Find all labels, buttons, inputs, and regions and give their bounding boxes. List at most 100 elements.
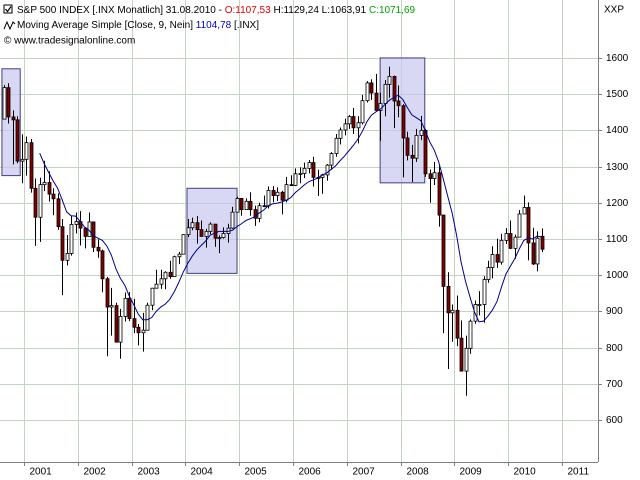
candle-body — [275, 191, 280, 196]
source-note: © www.tradesignalonline.com — [4, 36, 135, 47]
candle-body — [181, 234, 186, 255]
candle-body — [6, 87, 11, 118]
candle-body — [186, 227, 191, 236]
y-tick-label: 1600 — [606, 53, 629, 64]
candle-body — [20, 158, 25, 162]
candle-body — [450, 309, 455, 314]
candle-body — [266, 190, 271, 207]
candle-body — [195, 222, 200, 230]
x-tick-label: 2005 — [245, 467, 268, 478]
low-label: L:1063,91 — [322, 5, 367, 16]
indicator-icon — [3, 20, 16, 31]
x-tick-label: 2010 — [514, 467, 537, 478]
open-label: O:1107,53 — [225, 5, 271, 16]
x-tick-label: 2006 — [299, 467, 322, 478]
candle-body — [482, 279, 487, 305]
candle-body — [114, 305, 119, 343]
y-tick-label: 1100 — [606, 234, 628, 245]
candle-body — [199, 229, 204, 237]
candle-body — [383, 83, 388, 104]
candle-body — [490, 254, 495, 268]
candle-body — [338, 129, 343, 139]
candle-body — [11, 116, 16, 121]
close-label: C:1071,69 — [369, 5, 416, 16]
candle-body — [513, 236, 518, 249]
x-tick-label: 2011 — [568, 467, 590, 478]
candle-body — [531, 242, 536, 265]
candle-body — [396, 100, 401, 107]
candle-body — [213, 223, 218, 239]
candle-body — [387, 75, 392, 85]
candle-body — [100, 250, 105, 280]
candle-body — [190, 222, 195, 229]
y-tick-label: 700 — [606, 379, 623, 390]
candle-body — [307, 162, 312, 169]
candle-body — [455, 309, 460, 339]
candle-body — [42, 182, 47, 186]
candle-body — [334, 137, 339, 154]
candle-body — [423, 129, 428, 175]
candle-body — [392, 75, 397, 102]
plot-area — [1, 57, 545, 396]
candle-body — [136, 326, 141, 334]
candle-body — [401, 105, 406, 139]
candle-body — [459, 337, 464, 372]
candle-body — [208, 223, 213, 232]
candle-body — [284, 184, 289, 201]
candle-body — [414, 135, 419, 159]
candle-body — [163, 271, 168, 280]
candle-body — [235, 198, 240, 213]
candle-body — [127, 297, 132, 320]
x-tick-label: 2001 — [30, 467, 53, 478]
candle-body — [83, 227, 88, 237]
candle-body — [329, 153, 334, 166]
axes: 600 700 800 900 1000 1100 1200 1300 1400 1500 1600… — [24, 53, 629, 478]
candle-body — [360, 100, 365, 124]
candle-body — [204, 230, 209, 237]
candle-body — [356, 122, 361, 129]
y-tick-label: 1000 — [606, 270, 629, 281]
moving-average-line — [39, 94, 542, 323]
legend-line: Moving Average Simple [Close, 9, Nein] 1… — [17, 20, 259, 31]
candle-body — [374, 92, 379, 111]
candle-body — [38, 184, 43, 218]
legend-series-name: Moving Average Simple [Close, 9, Nein] — [17, 20, 193, 31]
candle-body — [298, 173, 303, 175]
candle-body — [132, 318, 137, 328]
candle-body — [540, 235, 545, 250]
x-tick-label: 2002 — [84, 467, 107, 478]
candle-body — [168, 271, 173, 278]
y-tick-label: 600 — [606, 415, 623, 426]
candle-body — [293, 173, 298, 186]
candle-body — [145, 304, 150, 331]
candle-body — [248, 200, 253, 211]
candle-body — [262, 205, 267, 208]
candle-body — [24, 142, 29, 160]
candle-body — [347, 116, 352, 125]
candle-body — [526, 207, 531, 244]
candle-body — [441, 214, 446, 287]
y-tick-label: 1300 — [606, 162, 629, 173]
candle-body — [464, 347, 469, 372]
candle-body — [535, 237, 540, 265]
candle-body — [473, 304, 478, 322]
x-tick-label: 2004 — [191, 467, 214, 478]
x-tick-label: 2003 — [138, 467, 161, 478]
y-tick-label: 800 — [606, 343, 623, 354]
legend-series-value: 1104,78 — [196, 20, 232, 31]
candle-body — [410, 154, 415, 159]
x-tick-label: 2007 — [353, 467, 376, 478]
candle-body — [432, 172, 437, 179]
candle-body — [508, 233, 513, 249]
candle-body — [468, 320, 473, 349]
legend-series-suffix: [.INX] — [234, 20, 259, 31]
candle-body — [486, 267, 491, 280]
candle-body — [172, 256, 177, 278]
y-tick-label: 900 — [606, 306, 623, 317]
candle-body — [504, 233, 509, 241]
candle-body — [230, 211, 235, 229]
candle-body — [56, 198, 61, 228]
candle-body — [47, 182, 52, 195]
